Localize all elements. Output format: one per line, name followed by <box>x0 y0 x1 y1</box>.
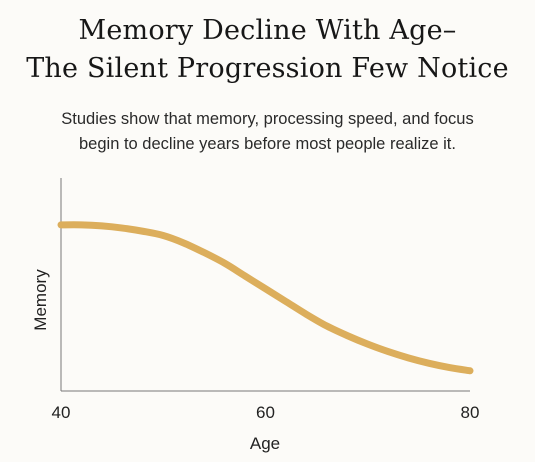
title-line-2: The Silent Progression Few Notice <box>26 53 509 84</box>
chart-subtitle: Studies show that memory, processing spe… <box>0 107 535 157</box>
x-tick-label: 40 <box>52 403 71 422</box>
chart-title: Memory Decline With Age– The Silent Prog… <box>0 12 535 88</box>
y-axis-label: Memory <box>31 269 50 331</box>
x-tick-label: 60 <box>256 403 275 422</box>
x-tick-label: 80 <box>461 403 480 422</box>
series-layer <box>57 221 474 375</box>
title-line-1: Memory Decline With Age– <box>78 15 457 46</box>
series-line <box>57 221 474 375</box>
subtitle-line-1: Studies show that memory, processing spe… <box>61 110 474 128</box>
subtitle-line-2: begin to decline years before most peopl… <box>79 135 456 153</box>
x-axis-label: Age <box>250 434 280 453</box>
y-axis: Memory <box>31 178 62 391</box>
x-ticks: 40 60 80 <box>52 403 480 422</box>
x-axis: 40 60 80 Age <box>52 390 480 453</box>
